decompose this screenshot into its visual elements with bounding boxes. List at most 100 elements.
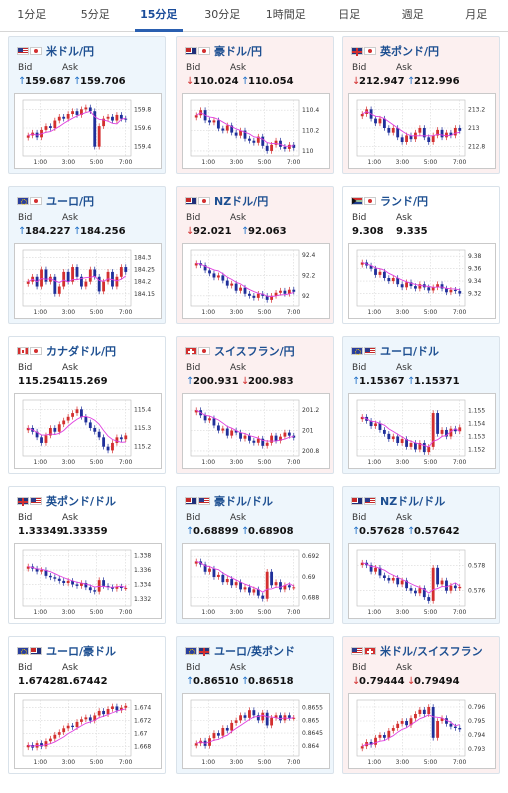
candle-body bbox=[400, 137, 404, 142]
pair-card-euraud[interactable]: ユーロ/豪ドル Bid Ask 1.67428 1.67442 1.674 1.672 1.6… bbox=[8, 636, 166, 774]
tab-5[interactable]: 日足 bbox=[338, 8, 361, 21]
tab-1[interactable]: 5分足 bbox=[80, 8, 110, 21]
pair-title[interactable]: 豪ドル/円 bbox=[185, 43, 262, 59]
pair-title[interactable]: 英ポンド/ドル bbox=[17, 493, 116, 509]
pair-title[interactable]: ユーロ/豪ドル bbox=[17, 643, 116, 659]
price-chart[interactable]: 1.338 1.336 1.334 1.332 1:00 3:00 5:00 7:00 bbox=[14, 543, 162, 619]
price-chart[interactable]: 0.692 0.69 0.688 1:00 3:00 5:00 7:00 bbox=[182, 543, 330, 619]
candle-body bbox=[66, 271, 70, 282]
pair-title[interactable]: 米ドル/円 bbox=[17, 43, 94, 59]
price-chart[interactable]: 0.8655 0.865 0.8645 0.864 1:00 3:00 5:00 7:00 bbox=[182, 693, 330, 769]
ask-label: Ask bbox=[396, 513, 413, 523]
pair-card-cadjpy[interactable]: カナダドル/円 Bid Ask 115.254 115.269 115.4 115.3 115… bbox=[8, 336, 166, 474]
candle-body bbox=[382, 118, 386, 128]
candle-body bbox=[93, 428, 97, 432]
pair-name[interactable]: ユーロ/ドル bbox=[380, 345, 440, 358]
pair-card-usdjpy[interactable]: 米ドル/円 Bid Ask ↑159.687 ↑159.706 159.8 159.6 159… bbox=[8, 36, 166, 174]
pair-name[interactable]: NZドル/円 bbox=[214, 195, 269, 208]
y-tick-label: 0.8645 bbox=[302, 730, 323, 737]
pair-name[interactable]: カナダドル/円 bbox=[46, 345, 117, 358]
price-chart[interactable]: 201.2 201 200.8 1:00 3:00 5:00 7:00 bbox=[182, 393, 330, 469]
pair-name[interactable]: 英ポンド/円 bbox=[380, 45, 440, 58]
candle-body bbox=[216, 275, 220, 278]
tab-4[interactable]: 1時間足 bbox=[265, 8, 306, 21]
ask-value: 115.269 bbox=[62, 376, 108, 387]
candle-body bbox=[391, 728, 395, 731]
y-tick-label: 1.155 bbox=[468, 407, 485, 414]
pair-name[interactable]: スイスフラン/円 bbox=[214, 345, 295, 358]
tab-0[interactable]: 1分足 bbox=[17, 8, 47, 21]
pair-title[interactable]: NZドル/ドル bbox=[351, 493, 445, 509]
pair-card-zarjpy[interactable]: ランド/円 Bid Ask 9.308 9.335 9.38 9.36 9.34 9.32 1:0… bbox=[342, 186, 500, 324]
candle-body bbox=[287, 144, 291, 149]
pair-title[interactable]: スイスフラン/円 bbox=[185, 343, 295, 359]
pair-card-nzdjpy[interactable]: NZドル/円 Bid Ask ↓92.021 ↑92.063 92.4 92.2 92 1:00… bbox=[176, 186, 334, 324]
price-chart[interactable]: 1.674 1.672 1.67 1.668 1:00 3:00 5:00 7:00 bbox=[14, 693, 162, 769]
pair-name[interactable]: 豪ドル/円 bbox=[214, 45, 263, 58]
pair-title[interactable]: 米ドル/スイスフラン bbox=[351, 643, 483, 659]
x-tick-label: 3:00 bbox=[62, 609, 76, 616]
price-chart[interactable]: 159.8 159.6 159.4 1:00 3:00 5:00 7:00 bbox=[14, 93, 162, 169]
pair-title[interactable]: ユーロ/英ポンド bbox=[185, 643, 295, 659]
price-chart[interactable]: 1.155 1.154 1.153 1.152 1:00 3:00 5:00 7:00 bbox=[348, 393, 496, 469]
pair-name[interactable]: ランド/円 bbox=[380, 195, 429, 208]
pair-name[interactable]: ユーロ/円 bbox=[46, 195, 95, 208]
pair-title[interactable]: NZドル/円 bbox=[185, 193, 268, 209]
pair-title[interactable]: ユーロ/ドル bbox=[351, 343, 439, 359]
candle-body bbox=[71, 580, 74, 585]
pair-name[interactable]: 豪ドル/ドル bbox=[214, 495, 274, 508]
ask-down-arrow-icon: ↓ bbox=[241, 376, 250, 387]
pair-name[interactable]: 英ポンド/ドル bbox=[46, 495, 117, 508]
candle-body bbox=[396, 278, 400, 285]
pair-name[interactable]: 米ドル/スイスフラン bbox=[380, 645, 483, 658]
pair-title[interactable]: ユーロ/円 bbox=[17, 193, 94, 209]
candle-body bbox=[418, 284, 422, 289]
pair-title[interactable]: カナダドル/円 bbox=[17, 343, 116, 359]
price-chart[interactable]: 92.4 92.2 92 1:00 3:00 5:00 7:00 bbox=[182, 243, 330, 319]
tab-6[interactable]: 週足 bbox=[401, 8, 424, 21]
bid-down-arrow-icon: ↓ bbox=[352, 676, 361, 687]
price-chart[interactable]: 115.4 115.3 115.2 1:00 3:00 5:00 7:00 bbox=[14, 393, 162, 469]
pair-card-eurusd[interactable]: ユーロ/ドル Bid Ask ↑1.15367 ↑1.15371 1.155 1.154 1.… bbox=[342, 336, 500, 474]
price-chart[interactable]: 110.4 110.2 110 1:00 3:00 5:00 7:00 bbox=[182, 93, 330, 169]
candle-body bbox=[248, 587, 251, 593]
candle-body bbox=[279, 582, 282, 590]
bid-label: Bid bbox=[18, 213, 33, 223]
tab-3[interactable]: 30分足 bbox=[204, 8, 241, 21]
candle-body bbox=[208, 120, 211, 123]
candle-body bbox=[80, 109, 83, 115]
candlestick-chart: 115.4 115.3 115.2 1:00 3:00 5:00 7:00 bbox=[22, 399, 151, 466]
pair-name[interactable]: ユーロ/豪ドル bbox=[46, 645, 117, 658]
price-chart[interactable]: 184.3 184.25 184.2 184.15 1:00 3:00 5:00 7:00 bbox=[14, 243, 162, 319]
pair-name[interactable]: NZドル/ドル bbox=[380, 495, 446, 508]
pair-card-chfjpy[interactable]: スイスフラン/円 Bid Ask ↑200.931 ↓200.983 201.2 201 20… bbox=[176, 336, 334, 474]
candle-body bbox=[97, 580, 101, 592]
candle-body bbox=[84, 281, 88, 287]
x-tick-label: 1:00 bbox=[368, 609, 382, 616]
pair-card-audusd[interactable]: 豪ドル/ドル Bid Ask ↑0.68899 ↑0.68908 0.692 0.69 0.6… bbox=[176, 486, 334, 624]
price-chart[interactable]: 0.796 0.795 0.794 0.793 1:00 3:00 5:00 7:00 bbox=[348, 693, 496, 769]
pair-title[interactable]: 英ポンド/円 bbox=[351, 43, 439, 59]
price-chart[interactable]: 9.38 9.36 9.34 9.32 1:00 3:00 5:00 7:00 bbox=[348, 243, 496, 319]
pair-card-gbpusd[interactable]: 英ポンド/ドル Bid Ask 1.33349 1.33359 1.338 1.336 1.3… bbox=[8, 486, 166, 624]
pair-title[interactable]: ランド/円 bbox=[351, 193, 428, 209]
pair-card-nzdusd[interactable]: NZドル/ドル Bid Ask ↑0.57628 ↑0.57642 0.578 0.576 1… bbox=[342, 486, 500, 624]
pair-card-eurgbp[interactable]: ユーロ/英ポンド Bid Ask ↑0.86510 ↑0.86518 0.8655 0.86… bbox=[176, 636, 334, 774]
pair-card-eurjpy[interactable]: ユーロ/円 Bid Ask ↑184.227 ↑184.256 184.3 184.25 18… bbox=[8, 186, 166, 324]
tab-7[interactable]: 月足 bbox=[465, 8, 488, 21]
pair-card-usdchf[interactable]: 米ドル/スイスフラン Bid Ask ↓0.79444 ↓0.79494 0.796 0.7… bbox=[342, 636, 500, 774]
x-tick-label: 7:00 bbox=[287, 159, 301, 166]
price-chart[interactable]: 0.578 0.576 1:00 3:00 5:00 7:00 bbox=[348, 543, 496, 619]
pair-name[interactable]: 米ドル/円 bbox=[46, 45, 95, 58]
pair-title[interactable]: 豪ドル/ドル bbox=[185, 493, 273, 509]
candle-body bbox=[212, 568, 216, 577]
tab-2[interactable]: 15分足 bbox=[135, 0, 183, 32]
pair-name[interactable]: ユーロ/英ポンド bbox=[214, 645, 296, 658]
candle-body bbox=[106, 446, 110, 451]
price-chart[interactable]: 213.2 213 212.8 1:00 3:00 5:00 7:00 bbox=[348, 93, 496, 169]
y-tick-label: 1.668 bbox=[134, 743, 151, 750]
pair-card-audjpy[interactable]: 豪ドル/円 Bid Ask ↓110.024 ↑110.054 110.4 110.2 110… bbox=[176, 36, 334, 174]
candle-body bbox=[111, 706, 114, 710]
pair-card-gbpjpy[interactable]: 英ポンド/円 Bid Ask ↓212.947 ↑212.996 213.2 213 212.… bbox=[342, 36, 500, 174]
candle-body bbox=[93, 590, 97, 592]
